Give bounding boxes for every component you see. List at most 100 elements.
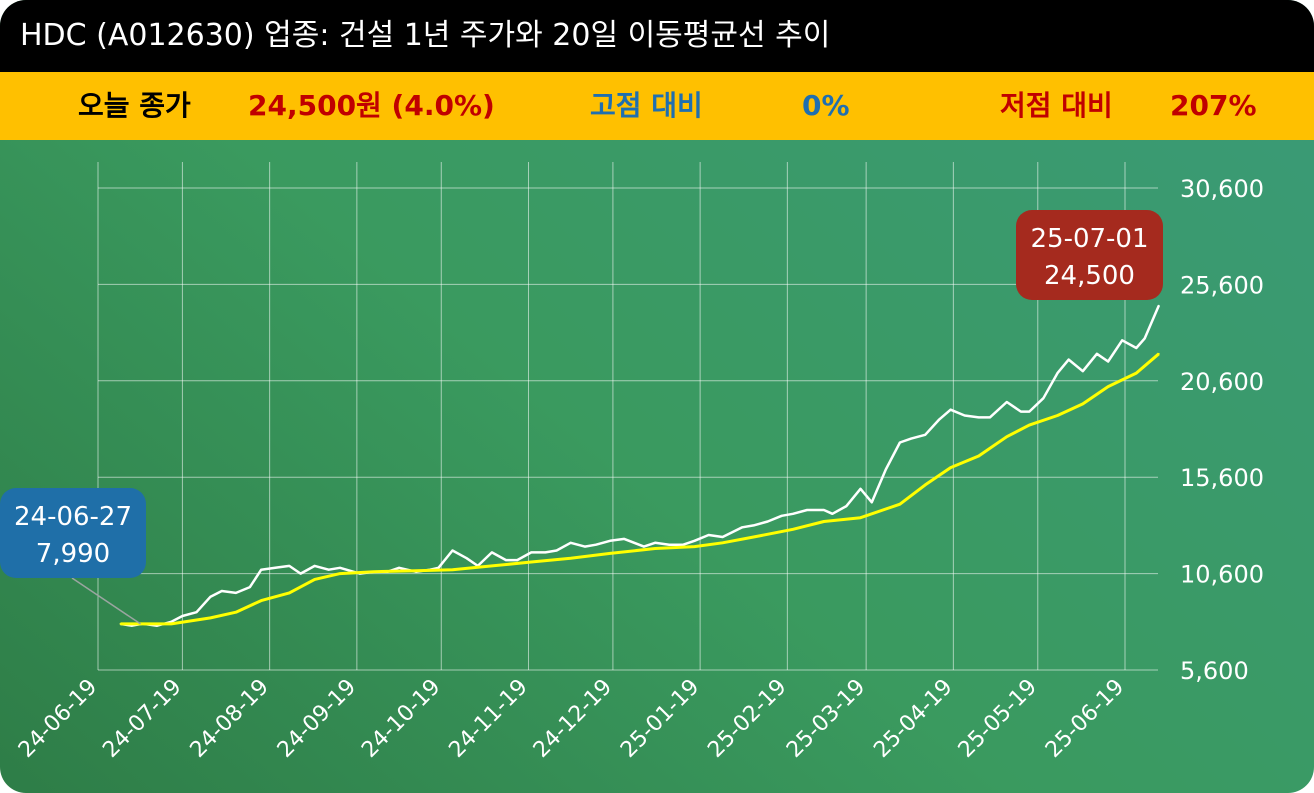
x-tick-label: 25-03-19 bbox=[782, 675, 870, 763]
y-tick-label: 5,600 bbox=[1180, 657, 1249, 685]
ma20-point bbox=[1107, 385, 1110, 388]
x-tick-label: 24-07-19 bbox=[98, 675, 186, 763]
price-point bbox=[806, 509, 808, 511]
ma20-point bbox=[209, 617, 212, 619]
price-point bbox=[327, 568, 330, 571]
price-point bbox=[569, 541, 572, 544]
price-point bbox=[544, 551, 547, 554]
close-label: 오늘 종가 bbox=[78, 89, 191, 122]
ma20-point bbox=[569, 557, 572, 560]
price-point bbox=[707, 534, 710, 536]
price-point bbox=[752, 524, 755, 527]
ma20-point bbox=[313, 578, 316, 581]
price-point bbox=[780, 514, 783, 517]
ma20-point bbox=[415, 569, 417, 572]
ma20-point bbox=[170, 623, 173, 625]
price-point bbox=[398, 566, 400, 569]
annotation-leader-line bbox=[71, 577, 141, 625]
x-tick-label: 25-01-19 bbox=[616, 675, 704, 763]
ma20-point bbox=[1028, 424, 1031, 427]
price-point bbox=[899, 441, 901, 444]
ma20-point bbox=[752, 536, 755, 538]
x-tick-label: 24-08-19 bbox=[186, 675, 274, 763]
price-point bbox=[583, 545, 586, 548]
ma20-point bbox=[234, 611, 237, 614]
ma20-point bbox=[609, 552, 611, 555]
ma20-point bbox=[339, 572, 341, 575]
price-point bbox=[1056, 372, 1059, 374]
price-point bbox=[884, 468, 887, 471]
high-label: 고점 대비 bbox=[590, 89, 703, 122]
x-tick-label: 25-05-19 bbox=[954, 675, 1042, 763]
chart-title: HDC (A012630) 업종: 건설 1년 주가와 20일 이동평균선 추이 bbox=[0, 0, 1314, 72]
high-value: 0% bbox=[802, 89, 850, 122]
price-point bbox=[910, 437, 913, 440]
price-point bbox=[1081, 370, 1084, 373]
price-point bbox=[530, 551, 533, 554]
price-point bbox=[823, 509, 825, 511]
price-chart: 5,600 10,600 15,600 20,600 25,600 30,600 24-06… bbox=[0, 162, 1264, 763]
y-tick-label: 15,600 bbox=[1180, 464, 1264, 492]
price-point bbox=[1067, 358, 1070, 361]
ma20-point bbox=[530, 561, 533, 563]
ma20-point bbox=[491, 564, 493, 567]
ma20-point bbox=[924, 484, 927, 486]
price-point bbox=[595, 543, 597, 546]
ma20-point bbox=[288, 591, 291, 594]
price-point bbox=[1143, 337, 1146, 340]
price-point bbox=[642, 545, 645, 548]
price-point bbox=[654, 541, 657, 544]
price-point bbox=[451, 549, 454, 552]
ma20-point bbox=[693, 545, 696, 548]
x-tick-label: 25-02-19 bbox=[703, 675, 791, 763]
y-tick-label: 30,600 bbox=[1180, 175, 1264, 203]
ma20-point bbox=[1135, 372, 1138, 374]
price-point bbox=[1157, 304, 1160, 307]
annotation-date: 25-07-01 bbox=[1030, 224, 1148, 254]
price-point bbox=[870, 501, 873, 504]
price-point bbox=[792, 512, 794, 515]
price-point bbox=[682, 543, 685, 546]
price-point bbox=[721, 536, 724, 538]
low-value: 207% bbox=[1170, 89, 1257, 122]
price-point bbox=[741, 526, 744, 529]
price-point bbox=[1042, 397, 1045, 400]
ma20-point bbox=[260, 599, 263, 602]
price-point bbox=[623, 537, 626, 540]
y-tick-label: 20,600 bbox=[1180, 368, 1264, 396]
annotation-date: 24-06-27 bbox=[14, 502, 132, 532]
price-point bbox=[288, 564, 291, 567]
stats-bar: 오늘 종가 24,500원 (4.0%) 고점 대비 0% 저점 대비 207% bbox=[0, 72, 1314, 140]
annotation-value: 24,500 bbox=[1044, 261, 1135, 291]
price-point bbox=[1019, 410, 1022, 413]
low-label: 저점 대비 bbox=[1000, 89, 1113, 122]
price-point bbox=[1095, 352, 1098, 355]
ma20-point bbox=[1005, 435, 1008, 438]
price-point bbox=[339, 566, 341, 569]
price-point bbox=[1028, 410, 1031, 413]
price-point bbox=[299, 572, 302, 575]
x-tick-label: 25-04-19 bbox=[869, 675, 957, 763]
price-point bbox=[831, 512, 834, 515]
ma20-line bbox=[120, 352, 1160, 626]
price-point bbox=[260, 568, 263, 571]
price-point bbox=[555, 549, 558, 552]
price-point bbox=[1107, 360, 1110, 363]
ma20-point bbox=[1081, 403, 1084, 405]
price-point bbox=[437, 566, 440, 569]
price-point bbox=[963, 414, 966, 417]
ma20-point bbox=[823, 520, 825, 523]
price-point bbox=[505, 559, 507, 562]
ma20-point bbox=[721, 541, 724, 544]
annotation-badge bbox=[0, 488, 146, 578]
close-value: 24,500원 (4.0%) bbox=[248, 89, 495, 122]
price-point bbox=[924, 433, 927, 436]
price-point bbox=[1005, 401, 1008, 403]
y-tick-label: 25,600 bbox=[1180, 271, 1264, 299]
price-point bbox=[1135, 347, 1138, 349]
price-point bbox=[195, 611, 198, 614]
x-tick-label: 24-11-19 bbox=[444, 675, 532, 763]
price-point bbox=[465, 557, 468, 560]
price-point bbox=[668, 543, 671, 546]
